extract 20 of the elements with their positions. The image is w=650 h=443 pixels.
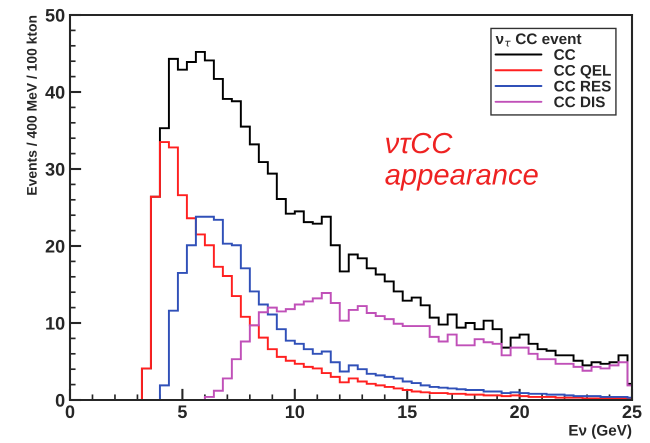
legend-label: CC RES (554, 80, 611, 92)
y-axis-title: Events / 400 MeV / 100 kton (26, 16, 37, 195)
y-tick-label: 50 (46, 8, 64, 22)
x-tick-label: 20 (510, 405, 529, 418)
legend-label: CC QEL (554, 64, 611, 79)
x-tick-label: 5 (178, 406, 187, 418)
legend-label: CC DIS (554, 96, 605, 108)
x-tick-label: 15 (398, 406, 417, 418)
legend-title: ν$_{τ}$ CC event (496, 33, 582, 47)
annotation: ντCC appearance (385, 132, 538, 191)
x-tick-label: 0 (66, 405, 74, 418)
y-tick-label: 40 (45, 86, 64, 99)
x-axis-title: Eν (GeV) (569, 424, 632, 439)
y-tick-label: 0 (56, 394, 64, 407)
x-tick-label: 25 (622, 405, 642, 418)
y-tick-label: 30 (45, 162, 64, 176)
legend-label: CC (554, 49, 576, 60)
x-tick-label: 10 (286, 405, 304, 418)
y-tick-label: 20 (46, 240, 64, 253)
y-tick-label: 10 (46, 316, 64, 330)
